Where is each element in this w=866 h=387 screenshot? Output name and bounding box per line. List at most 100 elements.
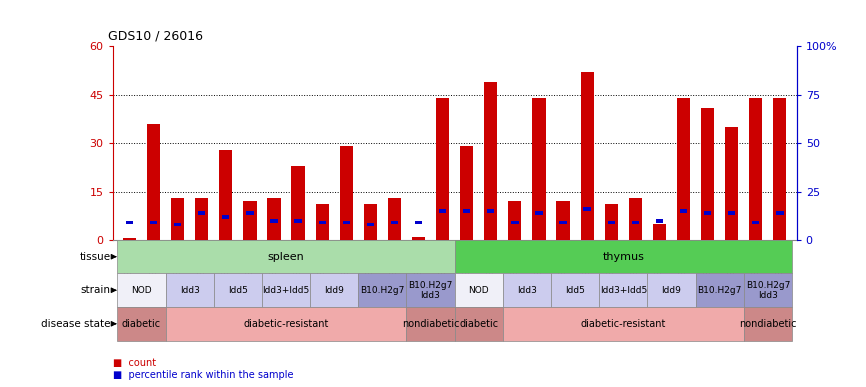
- Bar: [580, 72, 594, 240]
- Bar: [488, 209, 494, 213]
- Text: ldd5: ldd5: [565, 286, 585, 295]
- Bar: [391, 221, 398, 224]
- Bar: [551, 274, 599, 307]
- Bar: [270, 219, 278, 223]
- Bar: [165, 274, 214, 307]
- Bar: [171, 198, 184, 240]
- Bar: [339, 146, 352, 240]
- Bar: [359, 274, 406, 307]
- Text: B10.H2g7
ldd3: B10.H2g7 ldd3: [746, 281, 790, 300]
- Bar: [243, 201, 256, 240]
- Bar: [557, 201, 570, 240]
- Bar: [725, 127, 739, 240]
- Bar: [118, 240, 455, 274]
- Bar: [604, 204, 617, 240]
- Bar: [214, 274, 262, 307]
- Bar: [584, 207, 591, 211]
- Bar: [319, 221, 326, 224]
- Text: nondiabetic: nondiabetic: [402, 319, 459, 329]
- Bar: [677, 98, 690, 240]
- Bar: [535, 211, 543, 215]
- Bar: [704, 211, 711, 215]
- Bar: [695, 274, 744, 307]
- Bar: [753, 221, 759, 224]
- Bar: [195, 198, 209, 240]
- Bar: [294, 219, 301, 223]
- Bar: [484, 82, 497, 240]
- Bar: [174, 223, 181, 226]
- Text: thymus: thymus: [603, 252, 644, 262]
- Bar: [776, 211, 784, 215]
- Text: ■  percentile rank within the sample: ■ percentile rank within the sample: [113, 370, 293, 380]
- Text: ldd3: ldd3: [517, 286, 537, 295]
- Bar: [608, 221, 615, 224]
- Bar: [455, 307, 503, 341]
- Bar: [629, 198, 642, 240]
- Text: B10.H2g7: B10.H2g7: [360, 286, 404, 295]
- Bar: [292, 166, 305, 240]
- Bar: [343, 221, 350, 224]
- Text: ldd3+ldd5: ldd3+ldd5: [262, 286, 310, 295]
- Text: nondiabetic: nondiabetic: [739, 319, 797, 329]
- Bar: [503, 274, 551, 307]
- Text: B10.H2g7
ldd3: B10.H2g7 ldd3: [409, 281, 453, 300]
- Text: spleen: spleen: [268, 252, 304, 262]
- Text: ldd9: ldd9: [662, 286, 682, 295]
- Bar: [653, 224, 666, 240]
- Text: diabetic: diabetic: [459, 319, 498, 329]
- Bar: [406, 274, 455, 307]
- Bar: [219, 150, 232, 240]
- Text: NOD: NOD: [469, 286, 489, 295]
- Text: B10.H2g7: B10.H2g7: [697, 286, 742, 295]
- Bar: [268, 198, 281, 240]
- Bar: [559, 221, 566, 224]
- Bar: [150, 221, 157, 224]
- Text: ■  count: ■ count: [113, 358, 156, 368]
- Bar: [533, 98, 546, 240]
- Bar: [631, 221, 639, 224]
- Bar: [455, 274, 503, 307]
- Bar: [165, 307, 406, 341]
- Bar: [118, 274, 165, 307]
- Bar: [744, 274, 792, 307]
- Text: ldd3: ldd3: [180, 286, 199, 295]
- Bar: [728, 211, 735, 215]
- Text: GDS10 / 26016: GDS10 / 26016: [108, 29, 204, 43]
- Bar: [223, 215, 229, 219]
- Bar: [744, 307, 792, 341]
- Bar: [126, 221, 133, 224]
- Text: disease state: disease state: [42, 319, 111, 329]
- Bar: [366, 223, 374, 226]
- Bar: [315, 204, 329, 240]
- Bar: [412, 237, 425, 240]
- Text: diabetic-resistant: diabetic-resistant: [243, 319, 329, 329]
- Bar: [415, 221, 422, 224]
- Bar: [656, 219, 663, 223]
- Text: diabetic-resistant: diabetic-resistant: [580, 319, 666, 329]
- Bar: [364, 204, 377, 240]
- Text: NOD: NOD: [131, 286, 152, 295]
- Bar: [599, 274, 648, 307]
- Bar: [406, 307, 455, 341]
- Bar: [749, 98, 762, 240]
- Bar: [460, 146, 474, 240]
- Bar: [118, 307, 165, 341]
- Bar: [455, 240, 792, 274]
- Bar: [648, 274, 695, 307]
- Bar: [503, 307, 744, 341]
- Text: ldd5: ldd5: [228, 286, 248, 295]
- Bar: [463, 209, 470, 213]
- Text: diabetic: diabetic: [122, 319, 161, 329]
- Bar: [123, 238, 136, 240]
- Text: strain: strain: [81, 285, 111, 295]
- Bar: [439, 209, 446, 213]
- Bar: [388, 198, 401, 240]
- Bar: [310, 274, 359, 307]
- Bar: [680, 209, 687, 213]
- Bar: [508, 201, 521, 240]
- Text: tissue: tissue: [80, 252, 111, 262]
- Bar: [701, 108, 714, 240]
- Bar: [436, 98, 449, 240]
- Bar: [198, 211, 205, 215]
- Bar: [262, 274, 310, 307]
